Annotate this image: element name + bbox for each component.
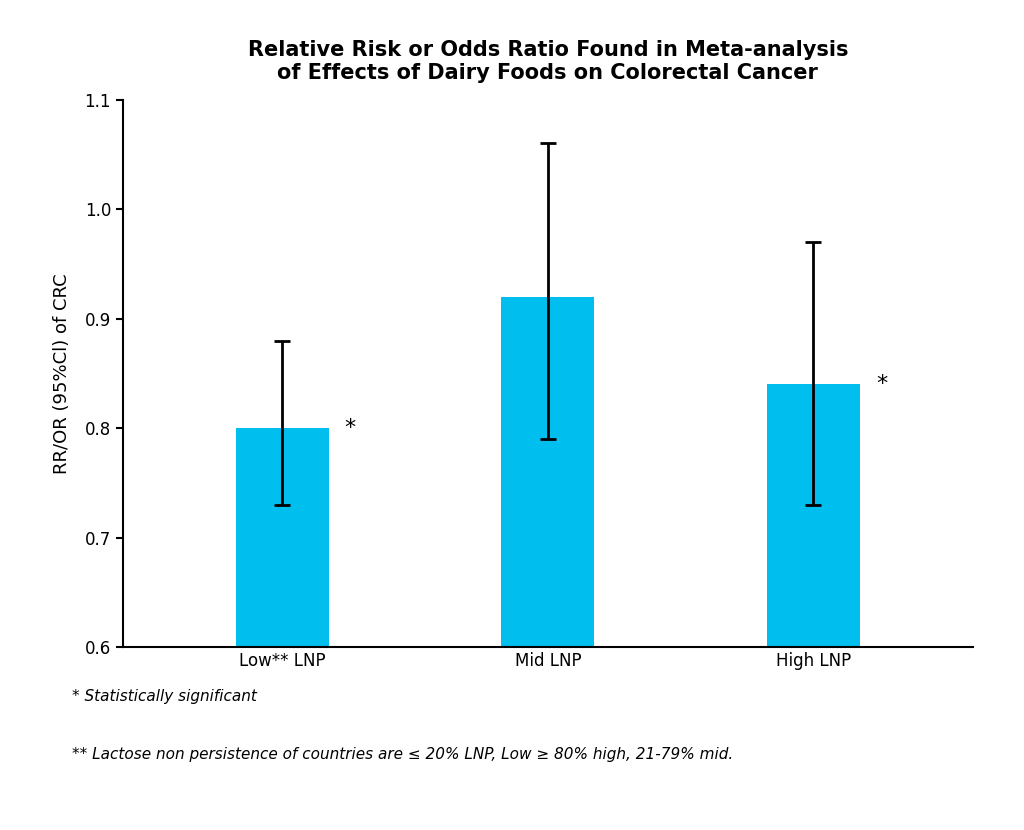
Y-axis label: RR/OR (95%Cl) of CRC: RR/OR (95%Cl) of CRC (52, 273, 71, 474)
Text: ** Lactose non persistence of countries are ≤ 20% LNP, Low ≥ 80% high, 21-79% mi: ** Lactose non persistence of countries … (72, 747, 733, 762)
Text: *: * (876, 374, 887, 394)
Text: *: * (345, 418, 356, 438)
Bar (236, 428, 329, 647)
Text: * Statistically significant: * Statistically significant (72, 689, 257, 704)
Bar (767, 384, 860, 647)
Title: Relative Risk or Odds Ratio Found in Meta-analysis
of Effects of Dairy Foods on : Relative Risk or Odds Ratio Found in Met… (248, 40, 848, 83)
Bar (502, 297, 594, 647)
